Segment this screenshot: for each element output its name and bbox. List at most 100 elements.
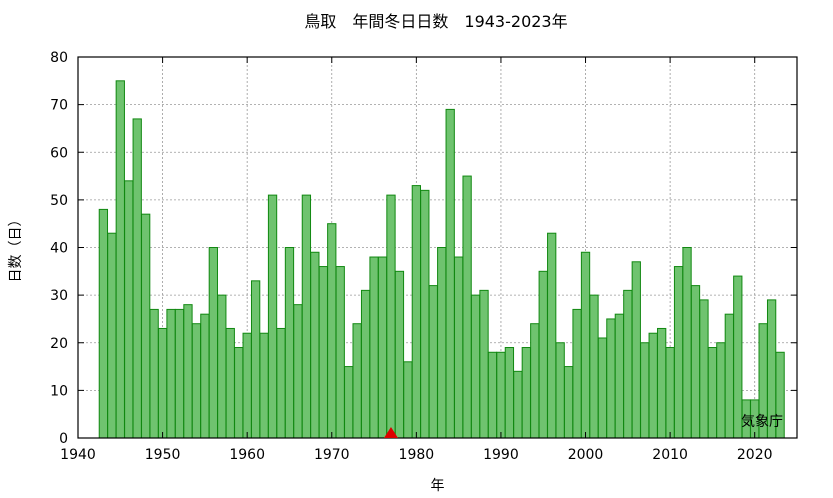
x-tick-label: 1990 — [483, 447, 519, 463]
bar — [589, 294, 599, 439]
y-tick-label: 40 — [50, 241, 68, 257]
bar — [242, 332, 252, 439]
bar — [293, 304, 303, 439]
x-tick-label: 2000 — [568, 447, 604, 463]
bar — [707, 347, 718, 439]
y-tick-label: 60 — [50, 145, 68, 161]
bar — [276, 327, 286, 439]
bar — [335, 266, 345, 439]
bar — [259, 332, 269, 439]
bar — [631, 261, 641, 439]
bar — [513, 370, 523, 439]
x-axis-label: 年 — [431, 478, 445, 494]
bar — [623, 289, 633, 439]
bar — [318, 266, 328, 439]
y-tick-label: 80 — [50, 50, 68, 66]
bar — [470, 294, 481, 439]
bar — [547, 232, 557, 439]
bar — [327, 223, 337, 439]
bar — [344, 366, 354, 439]
bar — [521, 347, 531, 439]
bar — [462, 175, 472, 439]
bar — [107, 232, 117, 439]
x-tick-label: 1950 — [145, 447, 181, 463]
source-label: 気象庁 — [741, 414, 783, 430]
bars — [98, 80, 785, 439]
bar — [479, 289, 489, 439]
x-tick-label: 1970 — [314, 447, 350, 463]
y-tick-label: 70 — [50, 98, 68, 114]
bar — [234, 347, 244, 439]
bar — [597, 337, 608, 439]
bar — [124, 180, 134, 439]
chart-title: 鳥取 年間冬日日数 1943-2023年 — [304, 12, 567, 31]
bar — [690, 285, 701, 439]
bar — [580, 251, 591, 439]
bar — [141, 213, 151, 439]
x-tick-label: 1960 — [229, 447, 265, 463]
bar — [420, 189, 430, 439]
x-tick-label: 1980 — [399, 447, 435, 463]
bar — [530, 323, 540, 439]
bar — [496, 351, 506, 439]
bar — [149, 308, 159, 439]
bar — [225, 327, 235, 439]
bar — [563, 366, 574, 439]
bar — [445, 108, 455, 439]
bar — [284, 247, 295, 439]
bar — [437, 247, 447, 439]
y-axis-label: 日数（日） — [8, 213, 24, 283]
bar — [157, 327, 168, 439]
y-tick-label: 10 — [50, 383, 68, 399]
bar — [606, 318, 616, 439]
y-tick-label: 30 — [50, 288, 68, 304]
bar — [682, 247, 692, 439]
x-tick-label: 2020 — [737, 447, 773, 463]
tick-labels: 0 10 20 30 40 50 60 70 80 1940 1950 1960 1970 1980 199… — [50, 50, 772, 463]
bar — [132, 118, 142, 439]
bar — [217, 294, 227, 439]
y-tick-label: 50 — [50, 193, 68, 209]
bar — [369, 256, 379, 439]
bar — [504, 347, 515, 439]
bar — [716, 342, 726, 439]
bar — [487, 351, 498, 439]
x-tick-label: 1940 — [60, 447, 96, 463]
bar — [673, 266, 684, 439]
bar — [724, 313, 734, 439]
x-tick-label: 2010 — [652, 447, 688, 463]
bar — [665, 347, 675, 439]
plot-frame — [77, 56, 798, 439]
bar — [208, 247, 218, 439]
bar — [657, 327, 667, 439]
bar — [301, 194, 312, 439]
bar — [386, 194, 396, 439]
bar — [174, 308, 185, 439]
y-tick-label: 0 — [59, 431, 68, 447]
bar — [115, 80, 125, 439]
bar — [360, 289, 371, 439]
bar — [394, 270, 405, 439]
bar — [640, 342, 650, 439]
bar — [403, 361, 413, 439]
bar — [200, 313, 210, 439]
bar — [166, 308, 176, 439]
bar — [538, 270, 548, 439]
bar — [648, 332, 658, 439]
bar — [555, 342, 565, 439]
bar — [98, 208, 109, 439]
bar — [454, 256, 464, 439]
bar — [614, 313, 625, 439]
bar — [183, 304, 193, 439]
bar — [572, 308, 582, 439]
bar — [267, 194, 278, 439]
marker-triangle — [383, 427, 398, 438]
bar — [352, 323, 362, 439]
y-tick-label: 20 — [50, 336, 68, 352]
bar — [310, 251, 320, 439]
bar — [428, 285, 438, 439]
bar — [191, 323, 202, 439]
bar — [699, 299, 709, 439]
bar — [411, 185, 421, 439]
